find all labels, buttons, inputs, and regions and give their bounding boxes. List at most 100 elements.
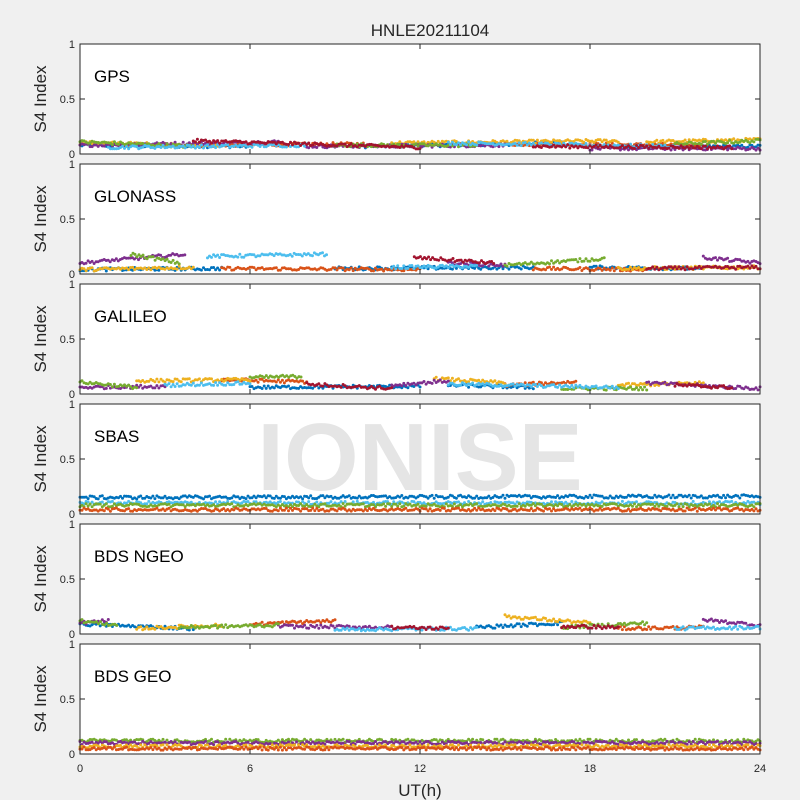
- data-point: [112, 140, 116, 144]
- data-point: [645, 388, 649, 392]
- data-point: [400, 384, 404, 388]
- data-point: [307, 141, 311, 145]
- data-point: [84, 261, 88, 265]
- data-point: [687, 493, 691, 497]
- data-point: [612, 269, 616, 273]
- data-point: [351, 269, 355, 273]
- data-point: [310, 254, 314, 258]
- data-point: [256, 380, 260, 384]
- data-point: [477, 261, 481, 265]
- data-point: [655, 265, 659, 269]
- data-point: [703, 140, 707, 143]
- data-point: [716, 502, 719, 506]
- data-point: [685, 142, 689, 146]
- data-point: [734, 387, 738, 390]
- data-point: [232, 383, 236, 386]
- data-point: [406, 266, 410, 270]
- data-point: [446, 376, 450, 380]
- data-point: [406, 386, 410, 390]
- data-point: [451, 257, 455, 260]
- data-point: [533, 615, 537, 619]
- data-point: [600, 500, 604, 504]
- data-point: [125, 145, 128, 149]
- data-point: [248, 382, 252, 386]
- data-point: [410, 264, 414, 267]
- data-point: [742, 146, 746, 150]
- track-5-0: [106, 142, 309, 151]
- data-point: [187, 141, 191, 145]
- data-point: [424, 266, 428, 270]
- data-point: [161, 143, 165, 147]
- data-point: [655, 138, 659, 142]
- data-point: [175, 382, 179, 386]
- data-point: [412, 267, 416, 271]
- data-point: [193, 140, 197, 144]
- data-point: [422, 140, 426, 144]
- data-point: [414, 142, 418, 146]
- data-point: [199, 268, 203, 272]
- data-point: [349, 266, 353, 270]
- data-point: [647, 625, 651, 629]
- data-point: [726, 141, 730, 145]
- data-point: [147, 142, 151, 146]
- data-point: [139, 494, 143, 498]
- data-point: [730, 499, 734, 503]
- data-point: [416, 144, 420, 148]
- data-point: [497, 145, 501, 149]
- data-point: [572, 140, 576, 143]
- data-point: [315, 146, 319, 149]
- data-point: [155, 384, 159, 388]
- data-point: [418, 385, 422, 389]
- data-point: [181, 140, 185, 144]
- data-point: [222, 141, 226, 145]
- data-point: [427, 255, 431, 259]
- data-point: [372, 269, 375, 273]
- data-point: [556, 385, 560, 389]
- data-point: [90, 266, 94, 270]
- data-point: [525, 624, 529, 628]
- data-point: [467, 140, 471, 144]
- data-point: [104, 269, 108, 273]
- data-point: [165, 142, 169, 146]
- data-point: [197, 383, 201, 387]
- data-point: [738, 496, 742, 500]
- data-point: [110, 499, 114, 503]
- data-point: [244, 140, 248, 144]
- data-point: [629, 265, 632, 269]
- data-point: [446, 266, 450, 270]
- y-axis-label: S4 Index: [31, 185, 50, 253]
- data-point: [321, 251, 324, 255]
- data-point: [127, 507, 131, 511]
- data-point: [438, 378, 442, 382]
- data-point: [740, 143, 744, 147]
- data-point: [290, 254, 294, 258]
- data-point: [96, 144, 100, 148]
- data-point: [153, 497, 157, 501]
- data-point: [556, 623, 560, 627]
- data-point: [274, 266, 278, 270]
- data-point: [179, 380, 183, 384]
- data-point: [100, 494, 104, 498]
- data-point: [475, 263, 479, 267]
- data-point: [155, 377, 159, 381]
- data-point: [661, 138, 665, 142]
- data-point: [153, 380, 157, 384]
- data-point: [102, 509, 106, 513]
- data-point: [287, 384, 290, 388]
- data-point: [616, 387, 620, 391]
- data-point: [422, 142, 426, 146]
- data-point: [224, 383, 228, 387]
- data-point: [669, 148, 673, 152]
- data-point: [404, 384, 408, 387]
- data-point: [266, 384, 270, 388]
- data-point: [151, 255, 155, 259]
- data-point: [499, 623, 503, 627]
- data-point: [341, 266, 345, 270]
- data-point: [183, 253, 187, 257]
- data-point: [167, 382, 171, 386]
- data-point: [683, 138, 687, 142]
